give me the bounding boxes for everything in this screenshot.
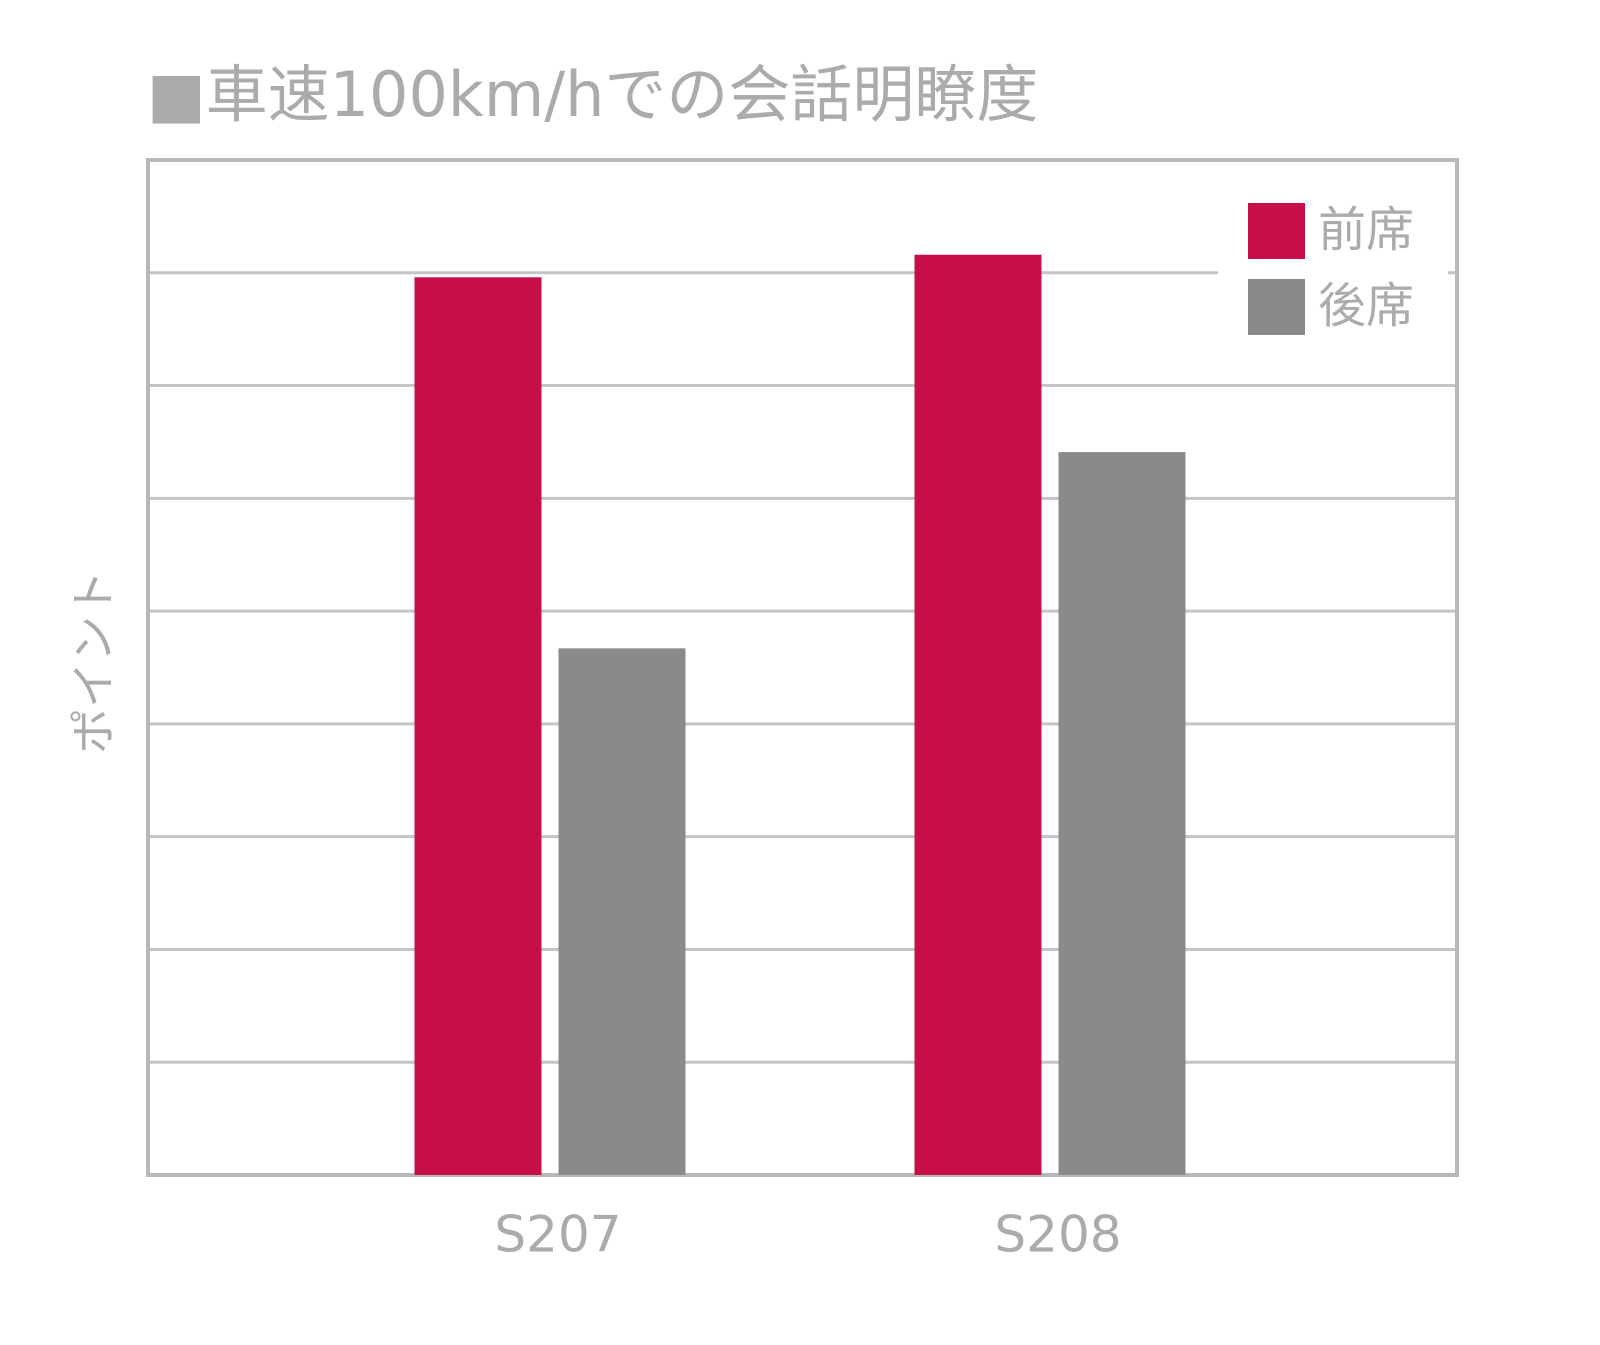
legend-label: 前席 <box>1318 202 1414 258</box>
bar <box>914 254 1042 1175</box>
bar <box>558 648 686 1175</box>
x-tick-label: S208 <box>994 1206 1121 1264</box>
x-tick-label: S207 <box>494 1206 621 1264</box>
chart-title: ■車速100km/hでの会話明瞭度 <box>147 58 1038 131</box>
legend-swatch <box>1248 279 1305 335</box>
legend-label: 後席 <box>1318 278 1414 334</box>
legend-swatch <box>1248 203 1305 259</box>
y-axis-label: ポイント <box>67 570 121 754</box>
plot-frame <box>146 158 1459 1177</box>
bar <box>414 277 542 1175</box>
bar <box>1058 452 1186 1175</box>
